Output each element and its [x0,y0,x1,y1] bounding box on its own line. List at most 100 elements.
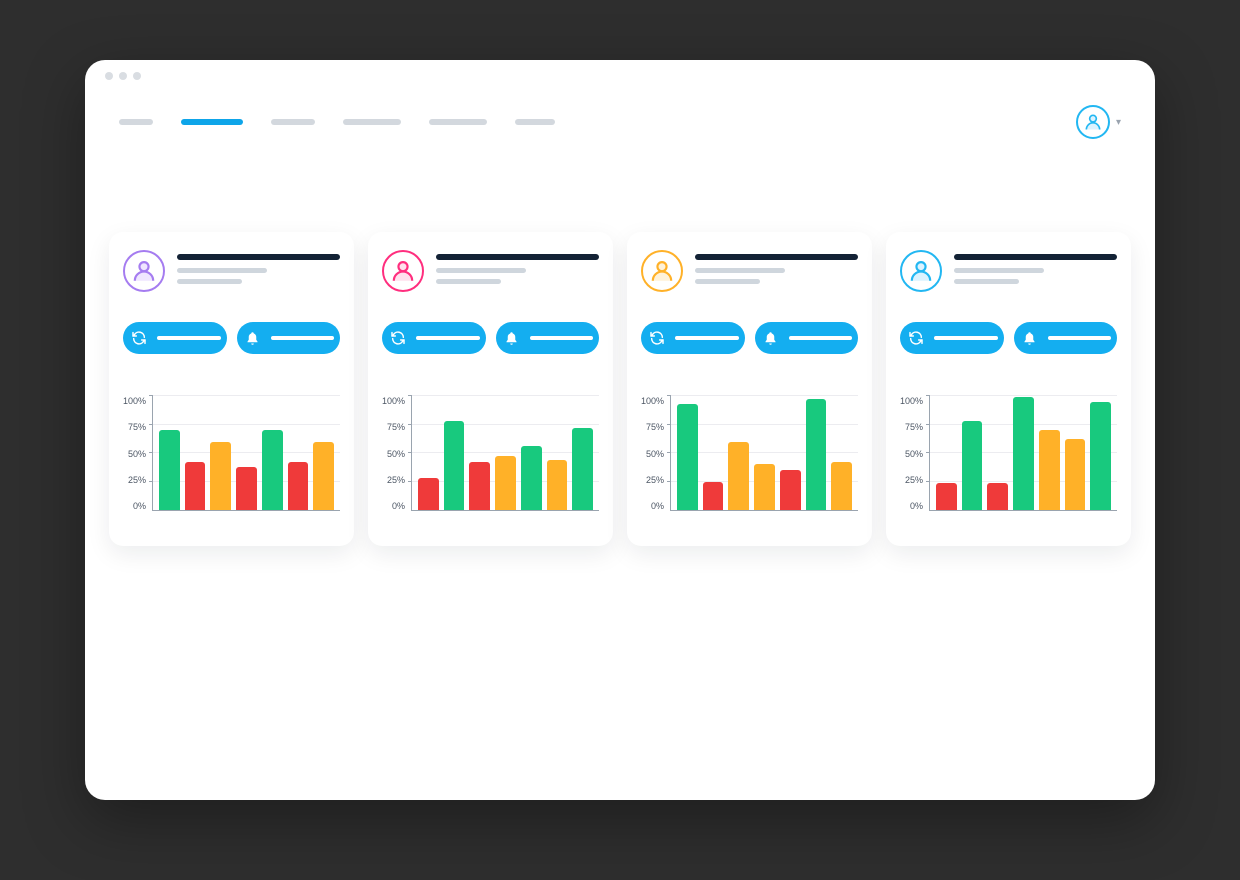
refresh-icon [386,326,410,350]
nav-tab-3[interactable] [343,119,401,125]
y-tick-label: 25% [905,475,923,485]
action-pills [382,322,599,354]
bar-1 [444,421,465,510]
bars [677,396,852,510]
traffic-light-max[interactable] [133,72,141,80]
topbar: ▾ [85,92,1155,152]
nav-tab-1[interactable] [181,119,243,125]
y-tick-label: 50% [905,449,923,459]
pill-label-placeholder [1048,336,1112,340]
bar-3 [495,456,516,510]
y-tick-label: 25% [128,475,146,485]
notify-button[interactable] [496,322,600,354]
card-title-placeholder [695,254,858,260]
bar-4 [521,446,542,510]
chevron-down-icon: ▾ [1116,117,1121,128]
bar-chart: 100%75%50%25%0% [123,396,340,526]
pill-label-placeholder [416,336,480,340]
bar-2 [728,442,749,510]
bell-icon [1018,326,1042,350]
y-axis: 100%75%50%25%0% [123,396,152,511]
nav-tab-4[interactable] [429,119,487,125]
bar-chart: 100%75%50%25%0% [382,396,599,526]
refresh-button[interactable] [641,322,745,354]
plot-area [411,396,599,511]
y-axis: 100%75%50%25%0% [900,396,929,511]
notify-button[interactable] [755,322,859,354]
app-window: ▾ 100%75%50%25%0% [85,60,1155,800]
y-tick [408,395,412,396]
content-area: 100%75%50%25%0% 100%75%50%25%0% [85,152,1155,546]
pill-label-placeholder [789,336,853,340]
bar-6 [1090,402,1111,510]
y-tick [926,452,930,453]
bar-0 [936,483,957,510]
y-tick [408,452,412,453]
y-axis: 100%75%50%25%0% [382,396,411,511]
card-subtitle-placeholder [954,268,1044,273]
nav-tab-2[interactable] [271,119,315,125]
traffic-light-close[interactable] [105,72,113,80]
card-header [641,250,858,292]
notify-button[interactable] [1014,322,1118,354]
refresh-button[interactable] [382,322,486,354]
user-card-1: 100%75%50%25%0% [368,232,613,546]
bars [159,396,334,510]
traffic-light-min[interactable] [119,72,127,80]
action-pills [900,322,1117,354]
card-title-block [954,250,1117,290]
y-tick [926,424,930,425]
action-pills [641,322,858,354]
bar-3 [754,464,775,510]
y-tick [667,424,671,425]
pill-label-placeholder [157,336,221,340]
y-tick [408,481,412,482]
card-title-block [436,250,599,290]
y-tick [408,424,412,425]
card-title-block [695,250,858,290]
bar-6 [313,442,334,510]
card-header [382,250,599,292]
bars [418,396,593,510]
notify-button[interactable] [237,322,341,354]
nav-tab-5[interactable] [515,119,555,125]
nav-tabs [119,119,1076,125]
y-tick [149,424,153,425]
pill-label-placeholder [675,336,739,340]
bar-4 [1039,430,1060,510]
bar-5 [806,399,827,510]
person-icon [900,250,942,292]
bar-1 [703,482,724,511]
refresh-button[interactable] [123,322,227,354]
plot-area [929,396,1117,511]
y-tick-label: 50% [128,449,146,459]
y-tick [667,481,671,482]
y-tick [926,395,930,396]
bar-0 [418,478,439,510]
user-menu[interactable]: ▾ [1076,105,1121,139]
y-tick-label: 75% [128,422,146,432]
card-subtitle-placeholder [695,268,785,273]
nav-tab-0[interactable] [119,119,153,125]
card-title-placeholder [954,254,1117,260]
refresh-button[interactable] [900,322,1004,354]
refresh-icon [127,326,151,350]
person-icon [382,250,424,292]
card-title-block [177,250,340,290]
action-pills [123,322,340,354]
y-tick-label: 0% [392,501,405,511]
card-subtitle-placeholder-2 [954,279,1019,284]
y-tick-label: 25% [646,475,664,485]
bar-0 [677,404,698,510]
user-card-3: 100%75%50%25%0% [886,232,1131,546]
bar-2 [987,483,1008,510]
bar-1 [185,462,206,510]
card-subtitle-placeholder [436,268,526,273]
y-tick-label: 75% [905,422,923,432]
y-axis: 100%75%50%25%0% [641,396,670,511]
bar-2 [469,462,490,510]
y-tick-label: 50% [646,449,664,459]
user-card-2: 100%75%50%25%0% [627,232,872,546]
bar-6 [831,462,852,510]
y-tick-label: 75% [646,422,664,432]
